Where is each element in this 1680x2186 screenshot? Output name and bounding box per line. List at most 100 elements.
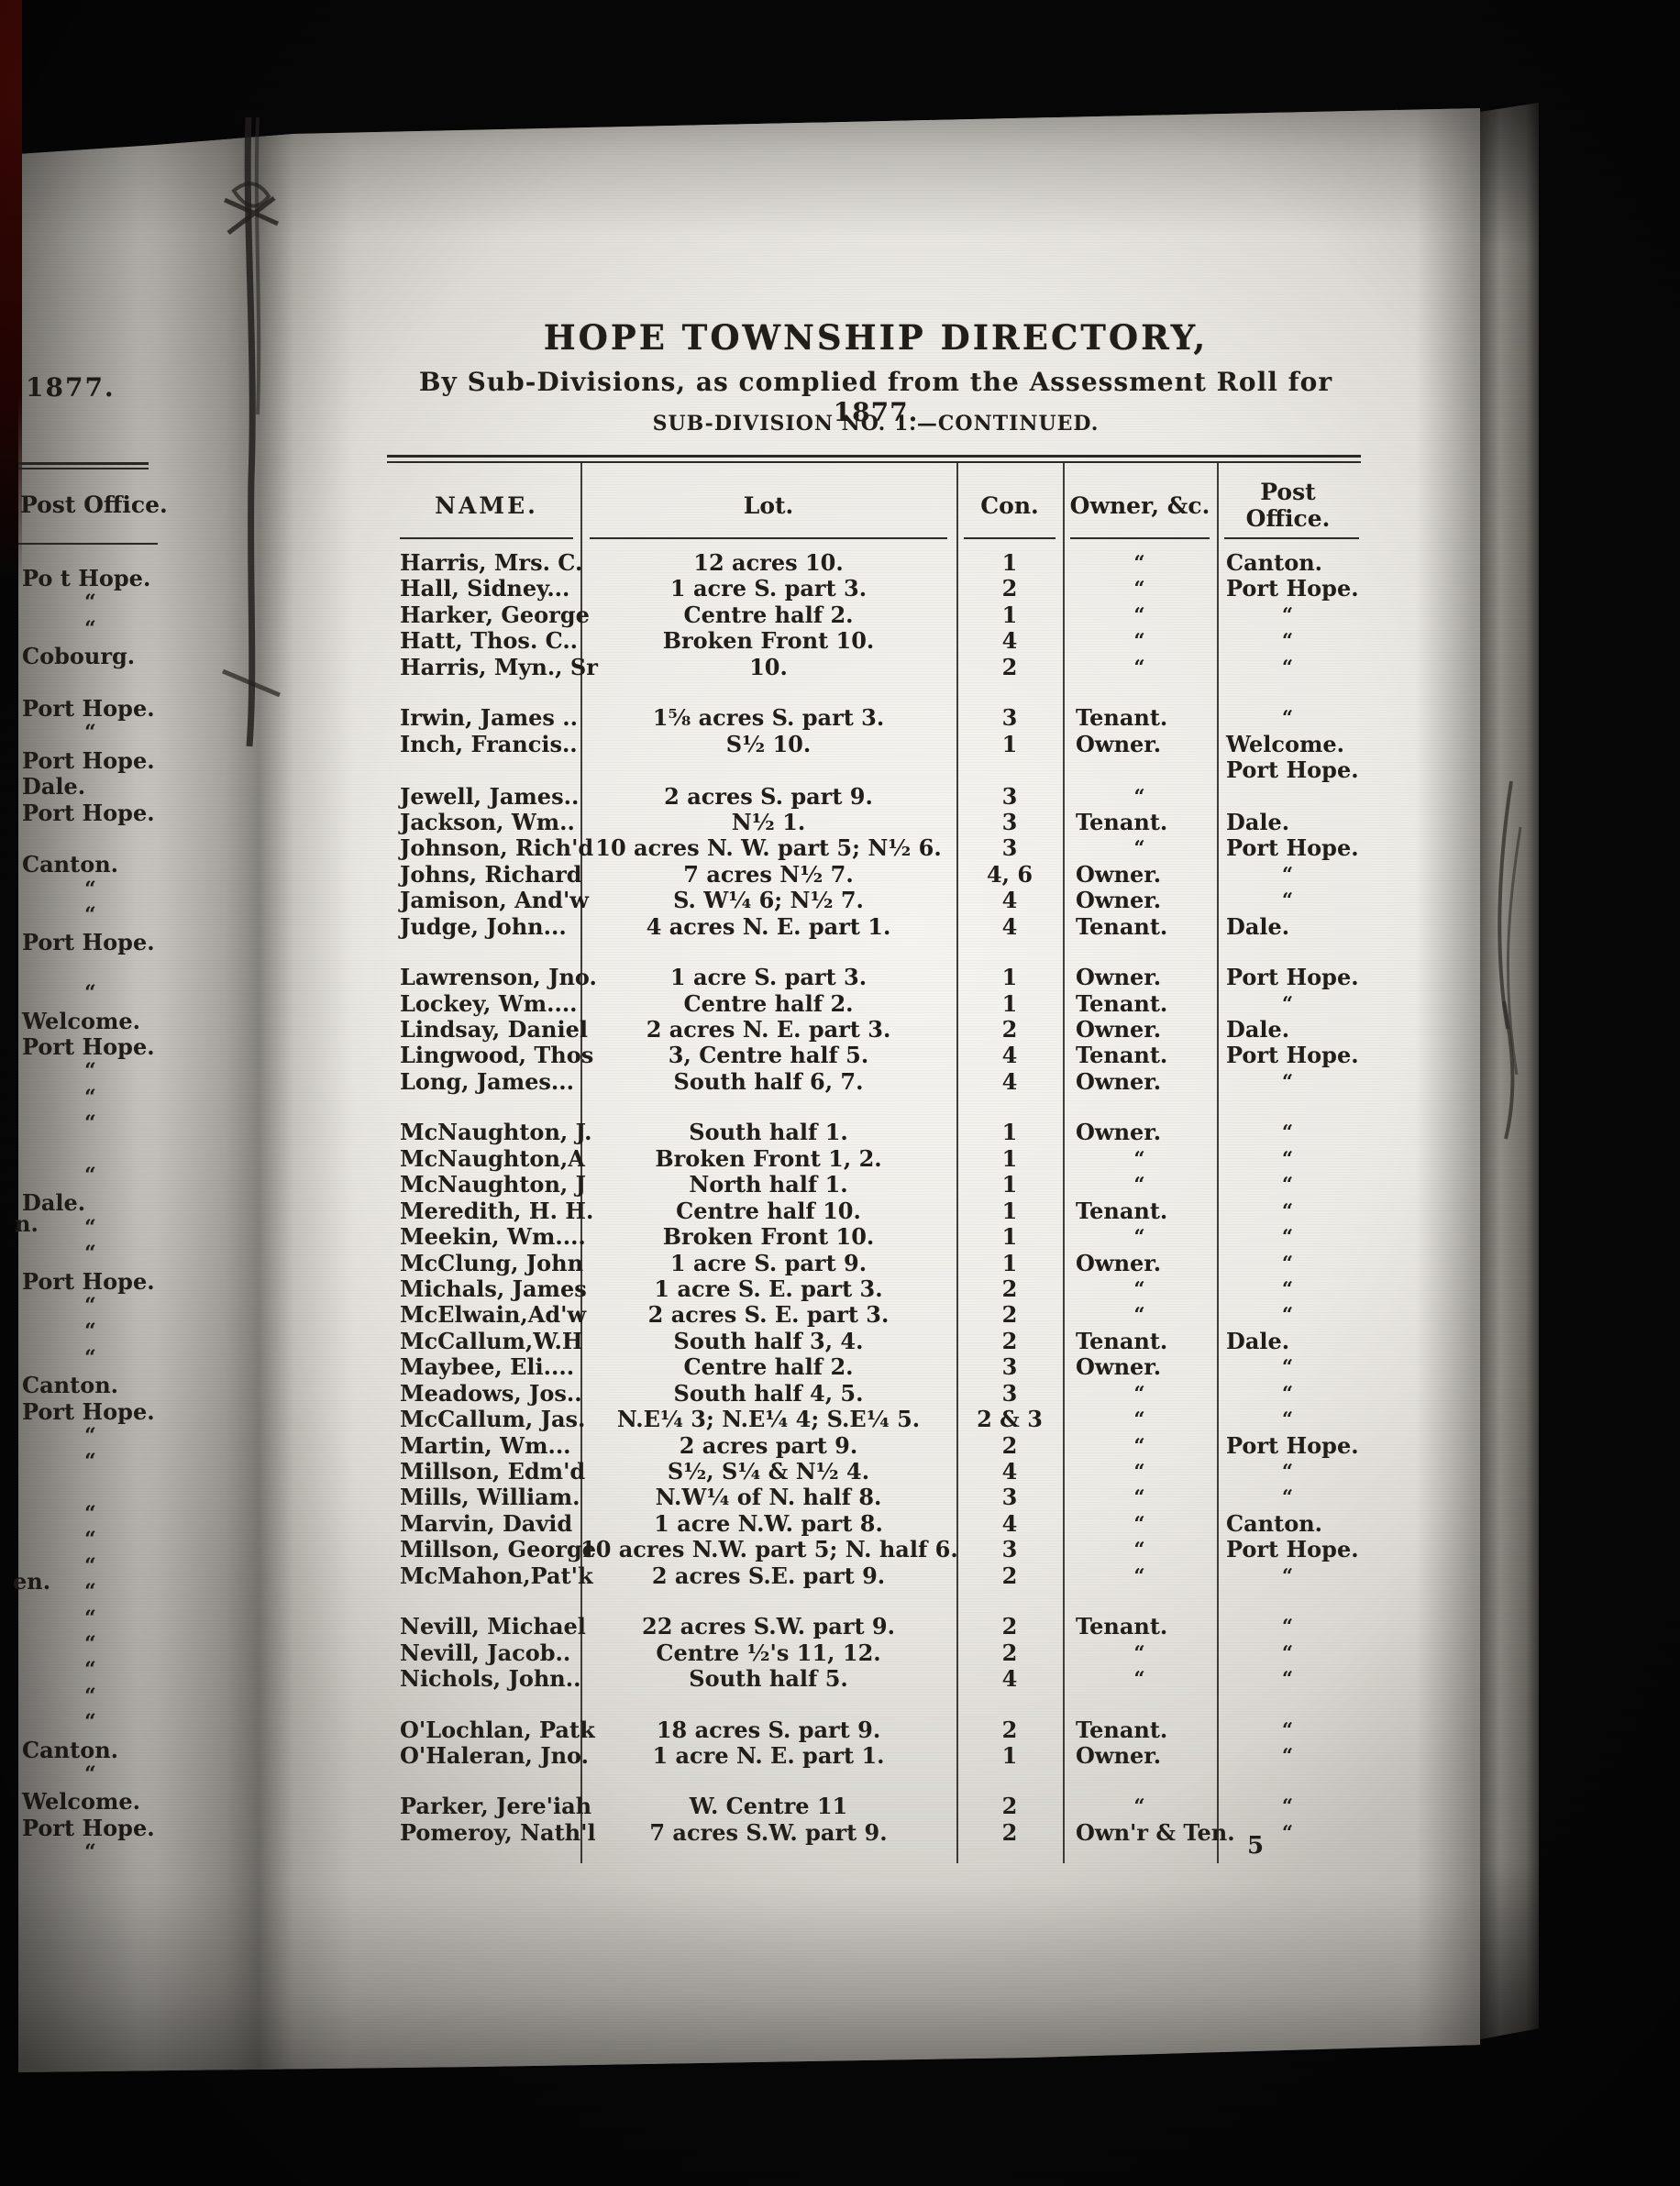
- postoffice-cell: Port Hope.: [1226, 834, 1359, 862]
- lot-cell: Centre half 2.: [683, 1353, 854, 1381]
- table-row: Lawrenson, Jno. 1 acre S. part 3. 1 Owner. P…: [392, 964, 1359, 991]
- left-page-entry: “: [84, 1761, 97, 1786]
- postoffice-cell: “: [1281, 1303, 1295, 1327]
- table-row: Port Hope.: [392, 756, 1359, 783]
- postoffice-cell: “: [1281, 1485, 1295, 1509]
- name-cell: Jackson, Wm..: [400, 808, 575, 835]
- column-rule: [1063, 462, 1065, 1863]
- table-row: Nevill, Jacob.. Centre ½'s 11, 12. 2 “ “: [392, 1640, 1359, 1666]
- owner-cell: Tenant.: [1076, 808, 1168, 835]
- left-page-entry: “: [84, 1580, 97, 1605]
- con-cell: 3: [1001, 1379, 1018, 1407]
- con-cell: 2: [1001, 1016, 1018, 1043]
- name-cell: Meadows, Jos..: [400, 1379, 582, 1407]
- left-page-entry: [18, 955, 163, 981]
- con-cell: 4: [1001, 1067, 1018, 1095]
- name-cell: Lawrenson, Jno.: [400, 964, 597, 991]
- lot-cell: Centre half 10.: [676, 1197, 861, 1224]
- owner-cell: “: [1133, 1173, 1146, 1197]
- name-cell: Hatt, Thos. C..: [400, 627, 579, 655]
- owner-cell: Owner.: [1076, 1249, 1162, 1276]
- owner-cell: Tenant.: [1076, 912, 1168, 940]
- table-row: McClung, John 1 acre S. part 9. 1 Owner. “: [392, 1249, 1359, 1276]
- con-cell: 1: [1001, 1171, 1018, 1198]
- lot-cell: 1 acre S. E. part 3.: [654, 1275, 883, 1302]
- table-row: McCallum, Jas. N.E¼ 3; N.E¼ 4; S.E¼ 5. 2 &…: [392, 1406, 1359, 1432]
- owner-cell: [1063, 757, 1217, 783]
- name-cell: Martin, Wm...: [400, 1431, 571, 1459]
- row-gap: [392, 1693, 1359, 1717]
- row-gap: [392, 1095, 1359, 1120]
- table-row: Jamison, And'w S. W¼ 6; N½ 7. 4 Owner. “: [392, 887, 1359, 914]
- postoffice-cell: “: [1281, 1667, 1295, 1691]
- lot-cell: 12 acres 10.: [693, 549, 844, 576]
- postoffice-cell: “: [1281, 1121, 1295, 1144]
- header-underline: [1224, 537, 1359, 539]
- lot-cell: 1⅝ acres S. part 3.: [652, 704, 885, 732]
- owner-cell: “: [1133, 1538, 1146, 1562]
- postoffice-cell: “: [1281, 1198, 1295, 1222]
- page-number: 5: [1247, 1832, 1265, 1860]
- postoffice-cell: “: [1281, 602, 1295, 626]
- table-row: McNaughton, J North half 1. 1 “ “: [392, 1171, 1359, 1198]
- lot-cell: S. W¼ 6; N½ 7.: [673, 887, 864, 914]
- postoffice-cell: “: [1281, 1069, 1295, 1093]
- lot-cell: 10 acres N. W. part 5; N½ 6.: [595, 834, 942, 862]
- table-row: Jackson, Wm.. N½ 1. 3 Tenant. Dale.: [392, 808, 1359, 835]
- lot-cell: Centre half 2.: [683, 601, 854, 628]
- postoffice-cell: Dale.: [1226, 1016, 1290, 1043]
- owner-cell: “: [1133, 836, 1146, 860]
- con-cell: 2: [1001, 1431, 1018, 1459]
- con-cell: 4: [1001, 1665, 1018, 1693]
- left-page-entry: “: [84, 1215, 97, 1240]
- con-cell: 1: [1001, 601, 1018, 628]
- postoffice-cell: Port Hope.: [1226, 1431, 1359, 1459]
- owner-cell: Own'r & Ten.: [1076, 1818, 1235, 1846]
- left-page-entry: Port Hope.: [22, 929, 155, 956]
- con-cell: 3: [1001, 834, 1018, 862]
- table-row: McNaughton,A Broken Front 1, 2. 1 “ “: [392, 1145, 1359, 1172]
- name-cell: Harris, Myn., Sr: [400, 653, 598, 680]
- left-page-entry: “: [84, 1553, 97, 1578]
- table-row: Marvin, David 1 acre N.W. part 8. 4 “ Canton…: [392, 1509, 1359, 1537]
- name-cell: Maybee, Eli....: [400, 1353, 575, 1381]
- lot-cell: North half 1.: [689, 1171, 848, 1198]
- section-heading: SUB-DIVISION NO. 1.—CONTINUED.: [652, 412, 1100, 436]
- name-cell: Irwin, James ..: [400, 704, 578, 732]
- name-cell: Jamison, And'w: [400, 887, 589, 914]
- table-top-double-rule: [387, 455, 1361, 463]
- con-cell: 2: [1001, 653, 1018, 680]
- owner-cell: Owner.: [1076, 1067, 1162, 1095]
- table-header-row: NAME. Lot. Con. Owner, &c. Post Office.: [392, 479, 1359, 532]
- name-cell: Harris, Mrs. C.: [400, 549, 583, 576]
- con-cell: 2: [1001, 1639, 1018, 1666]
- left-page-entries: Po t Hope. ““Cobourg. Port Hope. “Port Hope…: [18, 565, 163, 1867]
- owner-cell: “: [1133, 1460, 1146, 1483]
- table-row: Lockey, Wm.... Centre half 2. 1 Tenant. “: [392, 990, 1359, 1017]
- owner-cell: “: [1133, 1225, 1146, 1249]
- left-page-rule: [18, 543, 158, 545]
- name-cell: O'Lochlan, Patk: [400, 1716, 595, 1743]
- postoffice-cell: “: [1281, 1717, 1295, 1741]
- table-row: Pomeroy, Nath'l 7 acres S.W. part 9. 2 Own'…: [392, 1818, 1359, 1846]
- left-page-entry: Welcome.: [22, 1007, 141, 1034]
- left-page-entry: Canton.: [22, 1736, 118, 1763]
- postoffice-cell: “: [1281, 1381, 1295, 1405]
- left-page-entry: [18, 1476, 163, 1502]
- con-cell: 3: [1001, 1353, 1018, 1381]
- left-page-entry: Po t Hope.: [22, 565, 151, 591]
- con-cell: 3: [1001, 1484, 1018, 1511]
- owner-cell: “: [1133, 1794, 1146, 1818]
- left-page-entry: “: [84, 981, 97, 1006]
- lot-cell: South half 5.: [689, 1665, 848, 1693]
- con-cell: 4: [1001, 627, 1018, 655]
- left-page-entry: [18, 825, 163, 851]
- con-cell: 4: [1001, 1509, 1018, 1537]
- table-row: Nichols, John.. South half 5. 4 “ “: [392, 1665, 1359, 1693]
- owner-cell: “: [1133, 1667, 1146, 1691]
- lot-cell: [580, 757, 956, 783]
- postoffice-cell: Port Hope.: [1226, 575, 1359, 602]
- table-row: Johnson, Rich'd 10 acres N. W. part 5; N½…: [392, 834, 1359, 862]
- table-row: Michals, James 1 acre S. E. part 3. 2 “ “: [392, 1275, 1359, 1302]
